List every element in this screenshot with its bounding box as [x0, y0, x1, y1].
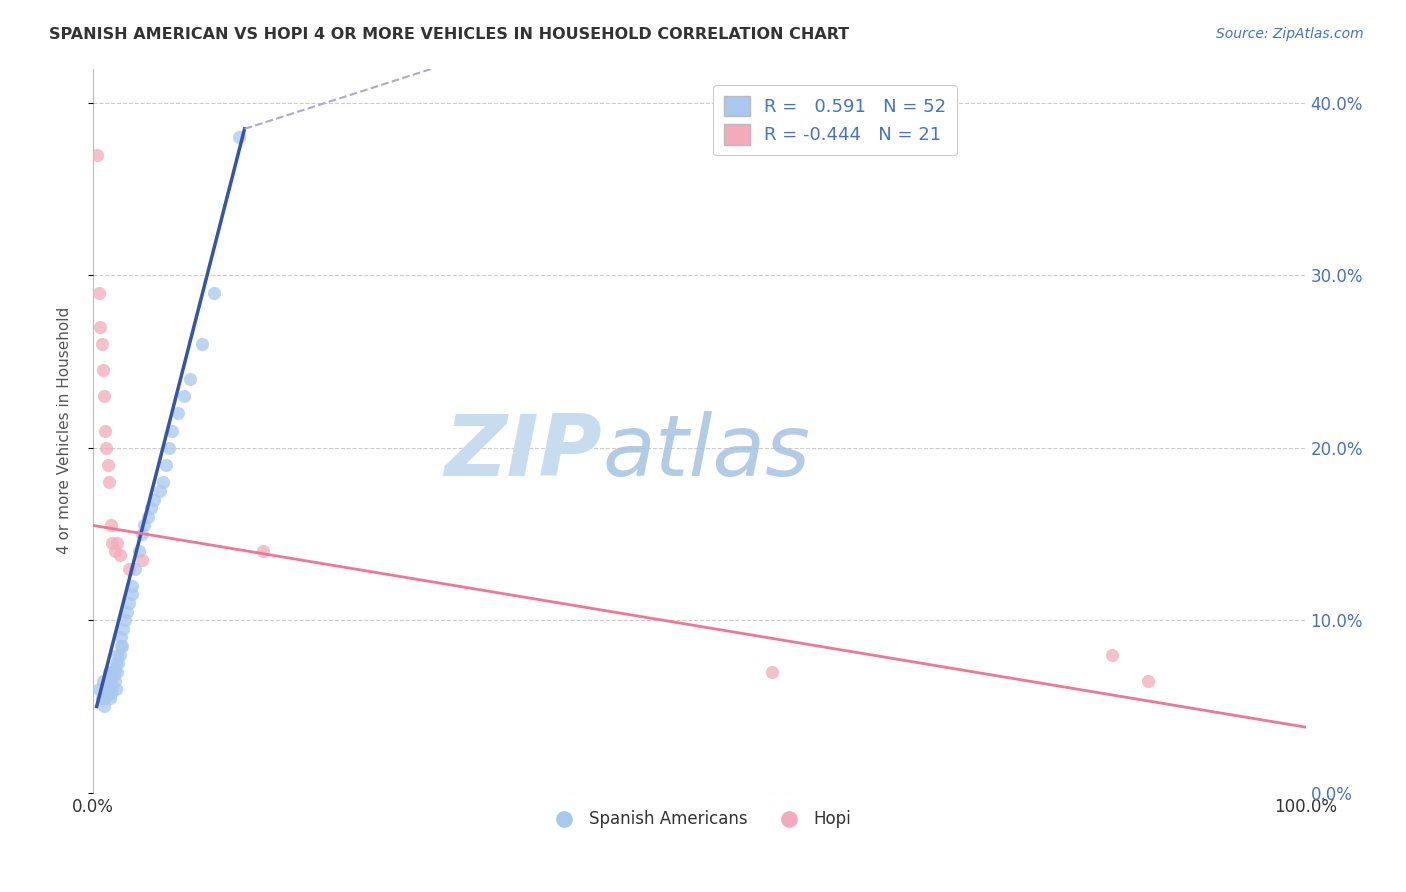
- Point: [96, 441, 118, 455]
- Point: [87, 682, 110, 697]
- Point: [160, 424, 183, 438]
- Point: [202, 285, 225, 300]
- Point: [107, 657, 129, 671]
- Point: [91, 673, 114, 688]
- Point: [104, 673, 127, 688]
- Point: [155, 458, 177, 472]
- Point: [105, 535, 128, 549]
- Point: [173, 389, 195, 403]
- Point: [118, 561, 141, 575]
- Point: [104, 544, 127, 558]
- Point: [100, 518, 122, 533]
- Point: [761, 665, 783, 679]
- Point: [100, 686, 122, 700]
- Point: [131, 527, 153, 541]
- Point: [142, 492, 165, 507]
- Text: SPANISH AMERICAN VS HOPI 4 OR MORE VEHICLES IN HOUSEHOLD CORRELATION CHART: SPANISH AMERICAN VS HOPI 4 OR MORE VEHIC…: [49, 27, 849, 42]
- Point: [103, 668, 125, 682]
- Point: [111, 639, 134, 653]
- Point: [131, 553, 153, 567]
- Point: [136, 509, 159, 524]
- Point: [96, 686, 118, 700]
- Point: [87, 285, 110, 300]
- Point: [132, 518, 155, 533]
- Point: [90, 337, 112, 351]
- Point: [228, 130, 250, 145]
- Point: [1101, 648, 1123, 662]
- Legend: Spanish Americans, Hopi: Spanish Americans, Hopi: [540, 804, 858, 835]
- Point: [97, 665, 120, 679]
- Point: [94, 682, 117, 697]
- Point: [100, 673, 122, 688]
- Point: [98, 682, 121, 697]
- Point: [108, 548, 131, 562]
- Text: atlas: atlas: [602, 411, 810, 494]
- Point: [252, 544, 274, 558]
- Point: [105, 665, 128, 679]
- Point: [97, 673, 120, 688]
- Point: [1136, 673, 1159, 688]
- Point: [112, 622, 135, 636]
- Point: [97, 458, 120, 472]
- Point: [152, 475, 174, 490]
- Point: [167, 406, 190, 420]
- Point: [157, 441, 180, 455]
- Point: [91, 363, 114, 377]
- Point: [118, 596, 141, 610]
- Text: Source: ZipAtlas.com: Source: ZipAtlas.com: [1216, 27, 1364, 41]
- Point: [94, 424, 117, 438]
- Point: [121, 587, 143, 601]
- Point: [108, 648, 131, 662]
- Point: [93, 389, 115, 403]
- Y-axis label: 4 or more Vehicles in Household: 4 or more Vehicles in Household: [58, 307, 72, 554]
- Point: [86, 147, 108, 161]
- Point: [115, 605, 138, 619]
- Point: [105, 648, 128, 662]
- Point: [110, 639, 132, 653]
- Text: ZIP: ZIP: [444, 411, 602, 494]
- Point: [105, 657, 128, 671]
- Point: [149, 483, 172, 498]
- Point: [98, 690, 121, 705]
- Point: [114, 613, 136, 627]
- Point: [97, 475, 120, 490]
- Point: [141, 501, 163, 516]
- Point: [101, 535, 124, 549]
- Point: [101, 665, 124, 679]
- Point: [191, 337, 214, 351]
- Point: [110, 631, 132, 645]
- Point: [121, 579, 143, 593]
- Point: [90, 690, 112, 705]
- Point: [104, 661, 127, 675]
- Point: [124, 561, 146, 575]
- Point: [179, 372, 201, 386]
- Point: [101, 682, 124, 697]
- Point: [128, 544, 150, 558]
- Point: [93, 699, 115, 714]
- Point: [105, 682, 128, 697]
- Point: [89, 320, 111, 334]
- Point: [94, 690, 117, 705]
- Point: [97, 679, 120, 693]
